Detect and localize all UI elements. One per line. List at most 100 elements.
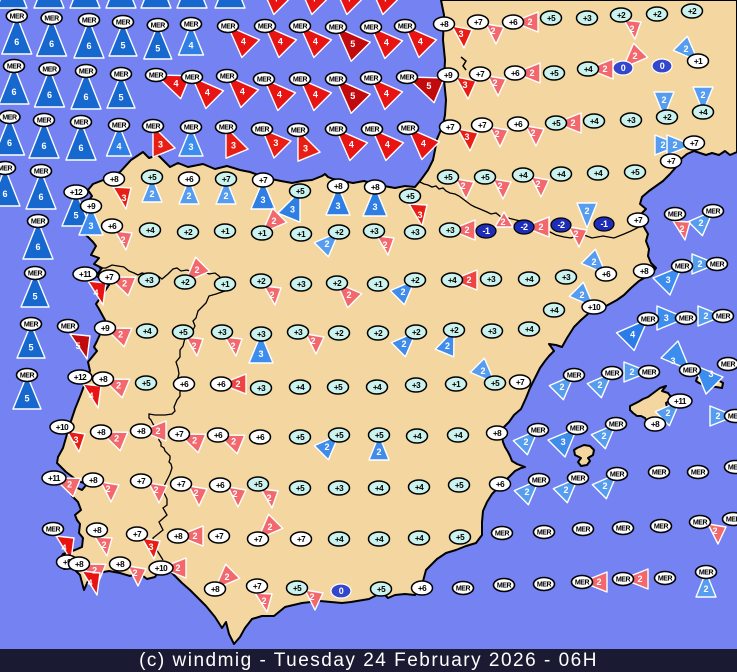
svg-text:+2: +2 [181, 278, 190, 287]
svg-text:3: 3 [260, 195, 265, 205]
svg-text:4: 4 [382, 0, 387, 4]
svg-text:+4: +4 [448, 276, 457, 285]
svg-text:3: 3 [462, 80, 467, 90]
svg-text:2: 2 [466, 275, 471, 285]
svg-text:2: 2 [629, 24, 634, 34]
svg-text:2: 2 [122, 279, 127, 289]
svg-text:2: 2 [101, 540, 106, 550]
svg-text:+9: +9 [444, 71, 453, 80]
svg-text:MER: MER [293, 77, 308, 84]
svg-text:MER: MER [258, 24, 273, 31]
svg-text:2: 2 [597, 380, 602, 390]
svg-text:5: 5 [28, 342, 33, 352]
svg-text:4: 4 [87, 578, 92, 588]
svg-text:+8: +8 [110, 175, 119, 184]
svg-text:6: 6 [14, 37, 19, 47]
svg-text:4: 4 [188, 40, 193, 50]
svg-text:+7: +7 [137, 477, 146, 486]
svg-text:5: 5 [426, 81, 431, 91]
svg-text:+7: +7 [215, 532, 224, 541]
svg-text:+4: +4 [413, 432, 422, 441]
svg-text:MER: MER [675, 264, 690, 271]
svg-text:+5: +5 [254, 480, 263, 489]
svg-text:+4: +4 [296, 383, 305, 392]
svg-text:3: 3 [464, 132, 469, 142]
svg-text:+5: +5 [375, 431, 384, 440]
svg-text:MER: MER [495, 531, 510, 538]
svg-text:+11: +11 [48, 474, 61, 483]
svg-text:2: 2 [661, 95, 666, 105]
svg-text:3: 3 [231, 140, 236, 150]
svg-text:2: 2 [324, 239, 329, 249]
svg-text:6: 6 [38, 192, 43, 202]
svg-text:3: 3 [666, 275, 671, 285]
svg-text:+4: +4 [557, 170, 566, 179]
svg-text:4: 4 [88, 391, 93, 401]
svg-text:2: 2 [223, 191, 228, 201]
svg-text:2: 2 [480, 366, 485, 376]
svg-text:2: 2 [700, 90, 705, 100]
svg-text:MER: MER [679, 316, 694, 323]
svg-text:2: 2 [679, 224, 684, 234]
svg-text:+3: +3 [335, 484, 344, 493]
svg-text:MER: MER [0, 166, 13, 173]
svg-text:MER: MER [571, 476, 586, 483]
svg-text:4: 4 [630, 330, 635, 340]
svg-text:4: 4 [241, 37, 246, 47]
svg-text:+4: +4 [594, 169, 603, 178]
svg-text:+3: +3 [562, 273, 571, 282]
svg-text:+2: +2 [374, 329, 383, 338]
svg-text:MER: MER [44, 16, 59, 23]
svg-text:2: 2 [715, 411, 720, 421]
svg-text:+5: +5 [550, 69, 559, 78]
svg-text:2: 2 [175, 563, 180, 573]
svg-text:MER: MER [146, 124, 161, 131]
svg-text:MER: MER [699, 570, 714, 577]
svg-text:2: 2 [271, 216, 276, 226]
svg-text:+10: +10 [155, 564, 168, 573]
svg-text:6: 6 [49, 39, 54, 49]
svg-text:MER: MER [726, 517, 737, 524]
svg-text:2: 2 [602, 64, 607, 74]
svg-text:2: 2 [529, 68, 534, 78]
svg-text:+1: +1 [694, 57, 703, 66]
svg-text:5: 5 [73, 210, 78, 220]
svg-text:3: 3 [670, 356, 675, 366]
svg-text:6: 6 [47, 90, 52, 100]
svg-text:2: 2 [400, 287, 405, 297]
svg-text:2: 2 [324, 442, 329, 452]
svg-text:+5: +5 [481, 173, 490, 182]
svg-text:+5: +5 [335, 431, 344, 440]
svg-text:+8: +8 [440, 20, 449, 29]
svg-text:4: 4 [346, 0, 351, 4]
svg-text:+3: +3 [297, 280, 306, 289]
svg-text:2: 2 [346, 290, 351, 300]
svg-text:MER: MER [219, 125, 234, 132]
svg-text:+8: +8 [211, 585, 220, 594]
svg-text:MER: MER [257, 77, 272, 84]
svg-text:MER: MER [642, 370, 657, 377]
svg-text:6: 6 [153, 0, 158, 1]
svg-text:+10: +10 [56, 423, 69, 432]
svg-text:+6: +6 [418, 584, 427, 593]
svg-text:6: 6 [46, 0, 51, 1]
svg-text:4: 4 [240, 87, 245, 97]
svg-text:2: 2 [261, 596, 266, 606]
svg-text:5: 5 [350, 39, 355, 49]
svg-text:4: 4 [93, 288, 98, 298]
svg-text:+6: +6 [108, 222, 117, 231]
svg-text:6: 6 [189, 0, 194, 1]
svg-text:MER: MER [293, 24, 308, 31]
svg-text:+2: +2 [412, 328, 421, 337]
svg-text:2: 2 [703, 584, 708, 594]
svg-text:+2: +2 [653, 10, 662, 19]
svg-text:5: 5 [32, 291, 37, 301]
svg-text:MER: MER [221, 24, 236, 31]
svg-text:+4: +4 [415, 483, 424, 492]
svg-text:2: 2 [224, 572, 229, 582]
svg-text:+6: +6 [256, 433, 265, 442]
svg-text:(c) windmig - Tuesday 24 Febru: (c) windmig - Tuesday 24 February 2026 -… [139, 650, 598, 671]
svg-text:+5: +5 [631, 168, 640, 177]
svg-text:+4: +4 [525, 325, 534, 334]
svg-text:4: 4 [384, 89, 389, 99]
